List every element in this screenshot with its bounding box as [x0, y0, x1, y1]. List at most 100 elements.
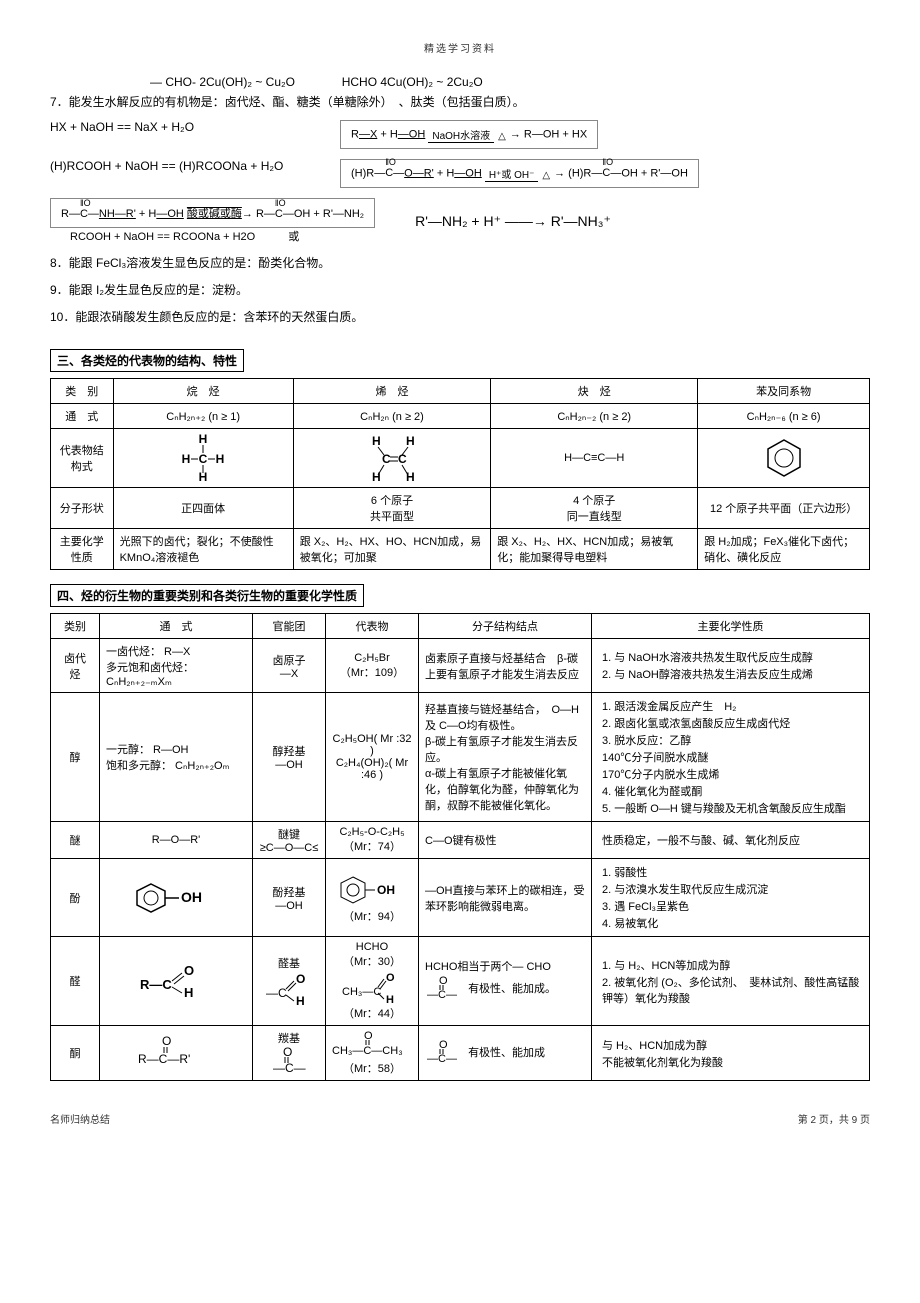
- formula-cell: OH: [100, 859, 253, 937]
- equation-row-1: HX + NaOH == NaX + H₂O R—X + H—OH NaOH水溶…: [50, 120, 870, 149]
- svg-text:H: H: [406, 470, 415, 483]
- page-header: 精选学习资料: [50, 40, 870, 55]
- acetone-icon: CH₃—C—CH₃ O: [332, 1030, 412, 1060]
- prop-item: 1. 与 H₂、HCN等加成为醇: [602, 957, 863, 973]
- rep-cell: C₂H₅-O-C₂H₅ （Mr：74）: [326, 822, 419, 859]
- rep-text: HCHO （Mr：30）: [332, 941, 412, 969]
- carbonyl-group-icon: —C— O: [269, 1046, 309, 1076]
- prop-item: 170℃分子内脱水生成烯: [602, 766, 863, 782]
- svg-text:H: H: [296, 994, 305, 1007]
- rep-cell: OH （Mr：94）: [326, 859, 419, 937]
- eq-right: R'—NH₂ + H⁺ ——→ R'—NH₃⁺: [415, 213, 611, 230]
- struct-text: HCHO相当于两个— CHO: [425, 958, 585, 974]
- category-cell: 酚: [51, 859, 100, 937]
- table-row: 分子形状 正四面体 6 个原子 共平面型 4 个原子 同一直线型 12 个原子共…: [51, 488, 870, 529]
- item-9: 9．能跟 I₂发生显色反应的是：淀粉。: [50, 281, 870, 298]
- svg-text:OH: OH: [377, 883, 395, 897]
- svg-text:H: H: [386, 994, 394, 1005]
- table-cell: H—C≡C—H: [491, 429, 698, 488]
- category-cell: 醚: [51, 822, 100, 859]
- group-label: 羰基: [259, 1030, 319, 1046]
- struct-text: 有极性、能加成。: [468, 983, 556, 995]
- group-label: 醛基: [259, 955, 319, 971]
- category-cell: 醇: [51, 693, 100, 822]
- struct-cell: 卤素原子直接与烃基结合 β-碳上要有氢原子才能发生消去反应: [419, 639, 592, 693]
- props-cell: 1. 跟活泼金属反应产生 H₂ 2. 跟卤化氢或浓氢卤酸反应生成卤代烃 3. 脱…: [592, 693, 870, 822]
- group-label: 醚键: [259, 826, 319, 842]
- prop-item: 1. 跟活泼金属反应产生 H₂: [602, 698, 863, 714]
- ether-bond-icon: ≥C—O—C≤: [260, 842, 319, 854]
- category-cell: 酮: [51, 1026, 100, 1081]
- table-row: 醚 R—O—R' 醚键 ≥C—O—C≤ C₂H₅-O-C₂H₅ （Mr：74） …: [51, 822, 870, 859]
- prop-item: 与 H₂、HCN加成为醇: [602, 1037, 863, 1053]
- table-cell: CₙH₂ₙ₋₂ (n ≥ 2): [491, 404, 698, 429]
- footer-left: 名师归纳总结: [50, 1111, 110, 1126]
- table-row: 通 式 CₙH₂ₙ₊₂ (n ≥ 1) CₙH₂ₙ (n ≥ 2) CₙH₂ₙ₋…: [51, 404, 870, 429]
- aldehyde-icon: R—C O H: [136, 961, 216, 1001]
- svg-text:R—C—R': R—C—R': [138, 1052, 190, 1066]
- top-formulas: — CHO- 2Cu(OH)₂ ~ Cu₂O HCHO 4Cu(OH)₂ ~ 2…: [50, 75, 870, 110]
- footer-right: 第 2 页，共 9 页: [798, 1111, 870, 1126]
- rep-cell: C₂H₅Br （Mr：109）: [326, 639, 419, 693]
- row-label: 主要化学性质: [51, 529, 114, 570]
- ketone-icon: R—C—R' O: [136, 1035, 216, 1071]
- svg-text:H: H: [199, 433, 208, 446]
- prop-item: 2. 与 NaOH醇溶液共热发生消去反应生成烯: [602, 666, 863, 682]
- struct-cell: —C— O 有极性、能加成: [419, 1026, 592, 1081]
- ethanal-icon: CH₃—C O H: [342, 969, 402, 1005]
- row-label: 通 式: [51, 404, 114, 429]
- table-row: 醇 一元醇： R—OH 饱和多元醇： CₙH₂ₙ₊₂Oₘ 醇羟基 —OH C₂H…: [51, 693, 870, 822]
- group-cell: 醇羟基 —OH: [253, 693, 326, 822]
- props-cell: 与 H₂、HCN加成为醇 不能被氧化剂氧化为羧酸: [592, 1026, 870, 1081]
- struct-text: 有极性、能加成: [468, 1047, 545, 1059]
- table-row: 主要化学性质 光照下的卤代；裂化；不使酸性 KMnO₄溶液褪色 跟 X₂、H₂、…: [51, 529, 870, 570]
- table-header: 类别: [51, 614, 100, 639]
- equation-row-3: R—C‖O—NH—R' + H—OH 酸或碱或酶→ R—C‖O—OH + R'—…: [50, 198, 870, 244]
- group-cell: 卤原子 —X: [253, 639, 326, 693]
- table-row: 酮 R—C—R' O 羰基 —C— O CH₃—C—CH₃ O: [51, 1026, 870, 1081]
- formula-text: — CHO- 2Cu(OH)₂ ~ Cu₂O: [150, 75, 295, 89]
- struct-cell: C—O键有极性: [419, 822, 592, 859]
- svg-text:O: O: [162, 1035, 171, 1048]
- struct-cell: HCHO相当于两个— CHO —C— O 有极性、能加成。: [419, 937, 592, 1026]
- eq-under: RCOOH + NaOH == RCOONa + H2O 或: [50, 228, 375, 244]
- svg-text:H: H: [182, 452, 191, 466]
- svg-text:—C: —C: [266, 986, 287, 1000]
- hydrocarbon-table: 类 别 烷 烃 烯 烃 炔 烃 苯及同系物 通 式 CₙH₂ₙ₊₂ (n ≥ 1…: [50, 378, 870, 570]
- section-4-title: 四、烃的衍生物的重要类别和各类衍生物的重要化学性质: [50, 584, 364, 607]
- struct-cell: 羟基直接与链烃基结合， O—H及 C—O均有极性。 β-碳上有氢原子才能发生消去…: [419, 693, 592, 822]
- table-cell: 跟 X₂、H₂、HX、HCN加成；易被氧化；能加聚得导电塑料: [491, 529, 698, 570]
- eq-left: HX + NaOH == NaX + H₂O: [50, 120, 300, 134]
- table-row: 类别 通 式 官能团 代表物 分子结构结点 主要化学性质: [51, 614, 870, 639]
- table-header: 类 别: [51, 379, 114, 404]
- prop-item: 1. 弱酸性: [602, 864, 863, 880]
- table-cell: 跟 H₂加成；FeX₃催化下卤代；硝化、磺化反应: [698, 529, 870, 570]
- svg-text:O: O: [184, 963, 194, 978]
- ethene-icon: H H C C H H: [362, 433, 422, 483]
- phenol-icon: OH: [131, 878, 221, 918]
- svg-text:H: H: [184, 985, 193, 1000]
- svg-text:H: H: [216, 452, 225, 466]
- prop-item: 2. 被氧化剂 (O₂、多伦试剂、 斐林试剂、酸性高锰酸钾等）氧化为羧酸: [602, 974, 863, 1006]
- eq-box: (H)R—C‖O—O—R' + H—OH H⁺或 OH⁻△→ (H)R—C‖O—…: [340, 159, 699, 188]
- derivatives-table: 类别 通 式 官能团 代表物 分子结构结点 主要化学性质 卤代烃 一卤代烃： R…: [50, 613, 870, 1081]
- svg-text:H: H: [372, 434, 381, 448]
- table-cell: H C H H H: [113, 429, 293, 488]
- rep-cell: HCHO （Mr：30） CH₃—C O H （Mr：44）: [326, 937, 419, 1026]
- table-row: 类 别 烷 烃 烯 烃 炔 烃 苯及同系物: [51, 379, 870, 404]
- svg-text:H: H: [406, 434, 415, 448]
- formula-cell: 一卤代烃： R—X 多元饱和卤代烃： CₙH₂ₙ₊₂₋ₘXₘ: [100, 639, 253, 693]
- phenol-rep-icon: OH: [337, 872, 407, 908]
- group-cell: 酚羟基 —OH: [253, 859, 326, 937]
- table-header: 苯及同系物: [698, 379, 870, 404]
- category-cell: 醛: [51, 937, 100, 1026]
- prop-item: 2. 跟卤化氢或浓氢卤酸反应生成卤代烃: [602, 715, 863, 731]
- svg-text:R—C: R—C: [140, 977, 172, 992]
- eq-left: (H)RCOOH + NaOH == (H)RCOONa + H₂O: [50, 159, 300, 173]
- methane-icon: H C H H H: [178, 433, 228, 483]
- svg-text:—C—: —C—: [427, 1053, 457, 1065]
- table-row: 代表物结构式 H C H H H H H C C H H: [51, 429, 870, 488]
- svg-text:—C—: —C—: [273, 1061, 306, 1075]
- table-row: 酚 OH 酚羟基 —OH OH （Mr：94） —OH直接与苯环上的碳相连，受苯…: [51, 859, 870, 937]
- struct-cell: —OH直接与苯环上的碳相连，受苯环影响能微弱电离。: [419, 859, 592, 937]
